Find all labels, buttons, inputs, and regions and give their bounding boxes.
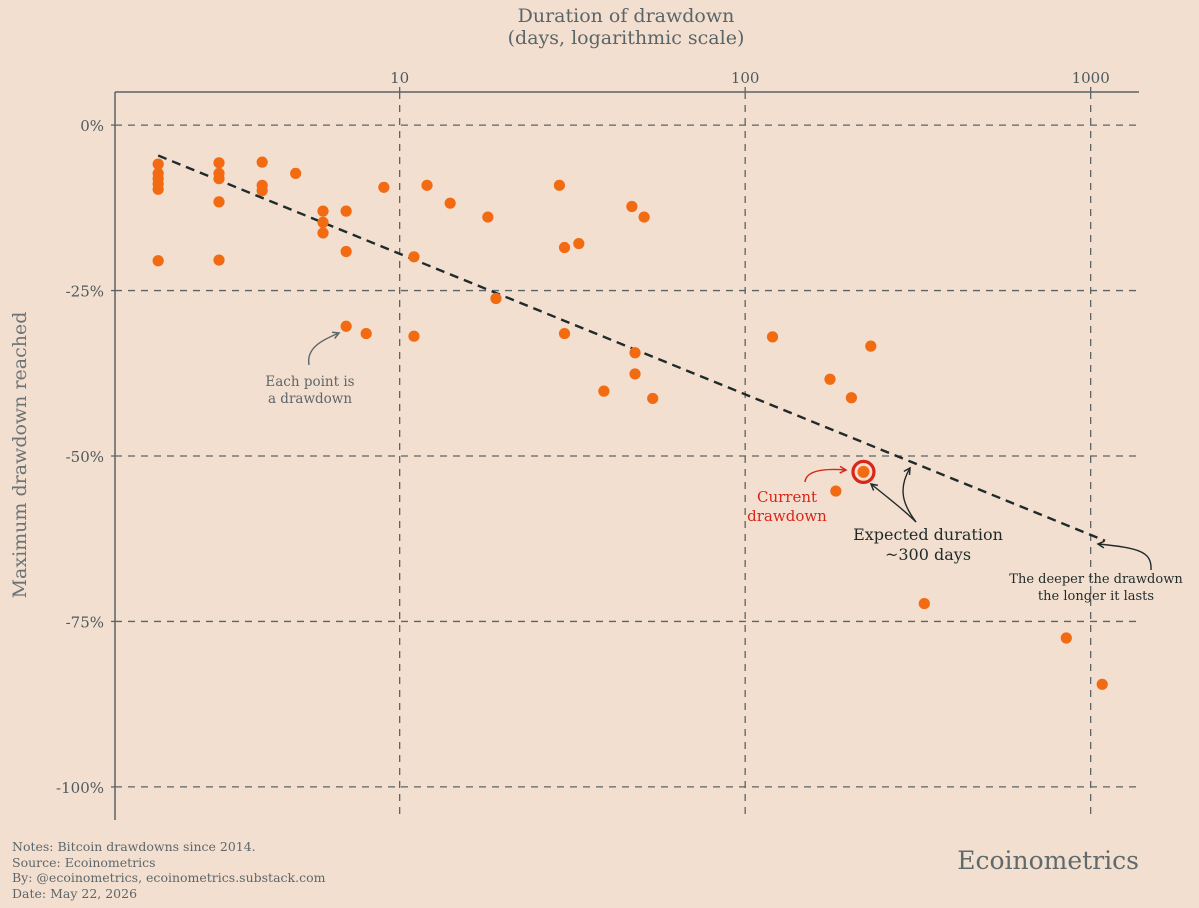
chart-title: Duration of drawdown <box>518 5 735 27</box>
current-point <box>857 465 870 478</box>
source-line: Source: Ecoinometrics <box>12 854 156 870</box>
data-points <box>152 156 1108 690</box>
date-line: Date: May 22, 2026 <box>12 885 138 901</box>
data-point <box>647 392 659 405</box>
by-line: By: @ecoinometrics, ecoinometrics.substa… <box>12 870 326 885</box>
data-point <box>629 368 641 380</box>
annotation-deeper: The deeper the drawdown the longer it las… <box>1009 572 1183 604</box>
arrowhead-deeper <box>1096 540 1105 549</box>
footer-notes: Notes: Bitcoin drawdowns since 2014. Sou… <box>12 839 325 901</box>
annotation-current: Current drawdown <box>747 488 827 525</box>
data-point <box>360 327 372 340</box>
arrow-expected-2 <box>902 467 917 523</box>
x-tick-label: 10 <box>390 69 409 87</box>
data-point <box>558 327 571 340</box>
tick-labels: 0% -25% -50% -75% -100% 10 100 1000 <box>56 69 1110 797</box>
arrowhead-expected-2 <box>903 466 911 476</box>
data-point <box>317 216 329 228</box>
data-point <box>626 200 638 213</box>
arrowhead-expected-1 <box>869 483 879 491</box>
data-point <box>213 254 225 266</box>
data-point <box>317 227 329 239</box>
data-point <box>213 157 225 169</box>
data-point <box>213 173 225 185</box>
y-axis-label: Maximum drawdown reached <box>9 312 31 599</box>
data-point <box>317 205 329 217</box>
data-point <box>408 330 420 342</box>
grid-lines <box>115 92 1139 820</box>
arrow-expected-1 <box>870 483 917 523</box>
data-point <box>213 196 225 208</box>
data-point <box>290 167 302 180</box>
y-tick-label: -50% <box>66 448 104 466</box>
data-point <box>553 179 566 191</box>
current-point-ring <box>851 459 876 484</box>
annotation-each-point: Each point is a drawdown <box>265 374 354 407</box>
data-point <box>830 485 842 497</box>
data-point <box>152 255 164 267</box>
data-point <box>918 597 930 610</box>
notes-line: Notes: Bitcoin drawdowns since 2014. <box>12 839 256 854</box>
data-point <box>482 211 494 223</box>
arrow-each-point <box>308 332 340 366</box>
data-point <box>152 158 164 170</box>
data-point <box>865 340 877 352</box>
data-point <box>421 179 433 191</box>
data-point <box>340 205 352 217</box>
annotations: Each point is a drawdown Current drawdown Ex… <box>265 331 1183 604</box>
arrow-deeper <box>1097 543 1152 571</box>
brand-logo-text: Ecoinometrics <box>957 846 1139 875</box>
data-point <box>340 245 352 258</box>
data-point <box>444 197 456 209</box>
data-point <box>152 183 164 195</box>
y-tick-label: -100% <box>56 779 104 797</box>
data-point <box>638 211 650 223</box>
y-tick-label: -25% <box>66 283 104 301</box>
arrow-current <box>804 468 847 483</box>
data-point <box>1060 632 1072 644</box>
data-point <box>824 373 836 385</box>
y-tick-label: -75% <box>66 613 104 631</box>
data-point <box>378 181 390 193</box>
data-point <box>558 241 571 254</box>
data-point <box>408 251 420 263</box>
data-point <box>256 185 268 197</box>
data-point <box>256 156 268 168</box>
x-tick-label: 1000 <box>1072 69 1110 87</box>
x-tick-label: 100 <box>731 69 760 87</box>
data-point <box>598 385 610 397</box>
data-point <box>629 347 641 359</box>
data-point <box>766 331 779 343</box>
data-point <box>340 320 352 332</box>
annotation-expected: Expected duration ~300 days <box>853 525 1003 564</box>
arrowhead-current <box>839 465 848 474</box>
y-tick-label: 0% <box>80 117 104 135</box>
chart-subtitle: (days, logarithmic scale) <box>508 27 745 49</box>
arrowhead-each-point <box>331 331 341 339</box>
data-point <box>845 392 858 404</box>
axes <box>111 87 1139 820</box>
data-point <box>490 292 502 305</box>
trend-line <box>157 154 1106 542</box>
trend-line-group <box>157 154 1106 542</box>
data-point <box>573 237 585 250</box>
data-point <box>1096 678 1108 690</box>
